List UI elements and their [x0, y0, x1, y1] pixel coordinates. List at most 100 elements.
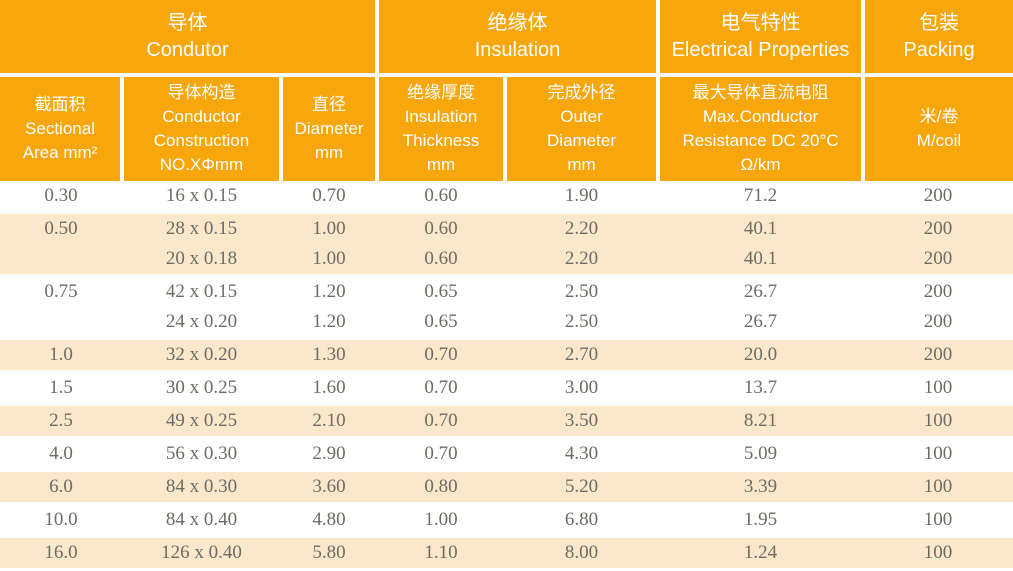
cell-outer-diameter: 6.80	[505, 503, 658, 537]
column-header-sectional-area: 截面积 Sectional Area mm²	[0, 75, 124, 181]
cell-insulation-thickness: 0.60	[377, 211, 505, 244]
cell-conductor-construction: 84 x 0.40	[122, 503, 281, 537]
column-header-line: mm	[314, 143, 344, 162]
cell-sectional-area: 1.5	[0, 371, 122, 405]
cell-sectional-area: 0.30	[0, 181, 122, 213]
spec-row: 0.30 16 x 0.15 0.70 0.60 1.90 71.2 200	[0, 181, 1013, 213]
cell-meters-per-coil: 200	[863, 181, 1013, 213]
spec-row: 1.5 30 x 0.25 1.60 0.70 3.00 13.7 100	[0, 371, 1013, 405]
column-header-line: Conductor	[162, 107, 241, 126]
cell-outer-diameter: 2.20	[505, 211, 658, 244]
column-header-line: M/coil	[916, 131, 962, 150]
cell-conductor-construction: 56 x 0.30	[122, 437, 281, 471]
column-header-outer-diameter: 完成外径 Outer Diameter mm	[505, 75, 660, 181]
cell-outer-diameter: 2.70	[505, 337, 658, 373]
cell-diameter: 1.30	[281, 337, 377, 373]
cell-meters-per-coil: 200	[863, 337, 1013, 373]
column-header-line: Sectional	[25, 119, 95, 138]
cell-diameter: 1.00	[281, 211, 377, 244]
cell-conductor-construction: 28 x 0.15	[122, 211, 281, 244]
cell-max-resistance: 8.21	[658, 403, 863, 439]
column-header-line: 导体构造	[167, 83, 236, 102]
spec-row: 2.5 49 x 0.25 2.10 0.70 3.50 8.21 100	[0, 403, 1013, 439]
column-header-line: mm	[426, 155, 456, 174]
column-header-line: 绝缘厚度	[407, 83, 475, 102]
column-header-line: Ω/km	[740, 155, 781, 174]
cell-meters-per-coil: 100	[863, 371, 1013, 405]
cell-max-resistance: 40.1	[658, 244, 863, 277]
column-header-line: Max.Conductor	[702, 107, 819, 126]
group-title-zh: 电气特性	[720, 11, 801, 34]
cell-conductor-construction: 20 x 0.18	[122, 244, 281, 277]
cell-outer-diameter: 2.50	[505, 275, 658, 307]
cell-insulation-thickness: 0.60	[377, 181, 505, 213]
group-title-zh: 绝缘体	[487, 11, 548, 34]
cell-outer-diameter: 4.30	[505, 437, 658, 471]
cell-diameter: 7.70	[281, 569, 377, 571]
column-header-line: mm	[567, 155, 596, 174]
cell-diameter: 1.20	[281, 275, 377, 307]
cell-meters-per-coil: 200	[863, 275, 1013, 307]
cell-diameter: 1.60	[281, 371, 377, 405]
cell-diameter: 2.10	[281, 403, 377, 439]
column-header-line: Construction	[153, 131, 250, 150]
cell-diameter: 1.00	[281, 244, 377, 277]
column-header-line: 直径	[312, 95, 346, 114]
cell-max-resistance: 5.09	[658, 437, 863, 471]
cell-meters-per-coil: 200	[863, 244, 1013, 277]
header-group-row: 导体 Condutor 绝缘体 Insulation 电气特性 Electrical Pr…	[0, 0, 1013, 77]
column-header-line: Diameter	[294, 119, 364, 138]
cell-insulation-thickness: 0.65	[377, 307, 505, 339]
column-header-max-resistance: 最大导体直流电阻 Max.Conductor Resistance DC 20°C Ω…	[658, 75, 865, 181]
column-header-meters-per-coil: 米/卷 M/coil	[863, 75, 1013, 181]
cell-sectional-area: 16.0	[0, 535, 122, 571]
column-header-line: Thickness	[402, 131, 480, 150]
cell-outer-diameter: 10.7	[505, 569, 658, 571]
spec-row: 25.0210 x 0.397.701.5010.70.795100	[0, 569, 1013, 571]
cell-insulation-thickness: 0.70	[377, 437, 505, 471]
spec-row: 0.75 42 x 0.15 1.20 0.65 2.50 26.7 200	[0, 275, 1013, 307]
cell-max-resistance: 26.7	[658, 275, 863, 307]
cell-sectional-area	[0, 307, 122, 339]
spec-row: 24 x 0.20 1.20 0.65 2.50 26.7 200	[0, 307, 1013, 339]
cell-insulation-thickness: 0.70	[377, 403, 505, 439]
group-title-en: Insulation	[474, 38, 561, 61]
cell-insulation-thickness: 0.80	[377, 469, 505, 505]
cell-diameter: 4.80	[281, 503, 377, 537]
cell-max-resistance: 1.95	[658, 503, 863, 537]
spec-row: 1.0 32 x 0.20 1.30 0.70 2.70 20.0 200	[0, 337, 1013, 373]
column-header-line: Area mm²	[22, 143, 98, 162]
cell-diameter: 0.70	[281, 181, 377, 213]
cell-max-resistance: 20.0	[658, 337, 863, 373]
cell-conductor-construction: 42 x 0.15	[122, 275, 281, 307]
column-header-line: Diameter	[547, 131, 616, 150]
group-title-zh: 包装	[919, 11, 959, 34]
cell-sectional-area	[0, 244, 122, 277]
cell-diameter: 5.80	[281, 535, 377, 571]
cell-conductor-construction: 84 x 0.30	[122, 469, 281, 505]
cell-outer-diameter: 2.20	[505, 244, 658, 277]
column-header-line: Insulation	[404, 107, 478, 126]
cell-max-resistance: 71.2	[658, 181, 863, 213]
cell-outer-diameter: 3.50	[505, 403, 658, 439]
cell-meters-per-coil: 200	[863, 211, 1013, 244]
table-header: 导体 Condutor 绝缘体 Insulation 电气特性 Electrical Pr…	[0, 0, 1013, 181]
table-body: 0.30 16 x 0.15 0.70 0.60 1.90 71.2 200 0.50 28 x…	[0, 181, 1013, 571]
cell-max-resistance: 13.7	[658, 371, 863, 405]
group-title-zh: 导体	[167, 11, 208, 34]
column-header-line: Outer	[560, 107, 603, 126]
cell-outer-diameter: 5.20	[505, 469, 658, 505]
cell-meters-per-coil: 100	[863, 535, 1013, 571]
cell-sectional-area: 4.0	[0, 437, 122, 471]
cell-meters-per-coil: 100	[863, 503, 1013, 537]
cell-diameter: 1.20	[281, 307, 377, 339]
cell-meters-per-coil: 100	[863, 437, 1013, 471]
cell-insulation-thickness: 0.70	[377, 371, 505, 405]
group-header-insulation: 绝缘体 Insulation	[377, 0, 660, 77]
cell-meters-per-coil: 200	[863, 307, 1013, 339]
spec-row: 10.0 84 x 0.40 4.80 1.00 6.80 1.95 100	[0, 503, 1013, 537]
cell-conductor-construction: 30 x 0.25	[122, 371, 281, 405]
column-header-line: 完成外径	[547, 83, 616, 102]
